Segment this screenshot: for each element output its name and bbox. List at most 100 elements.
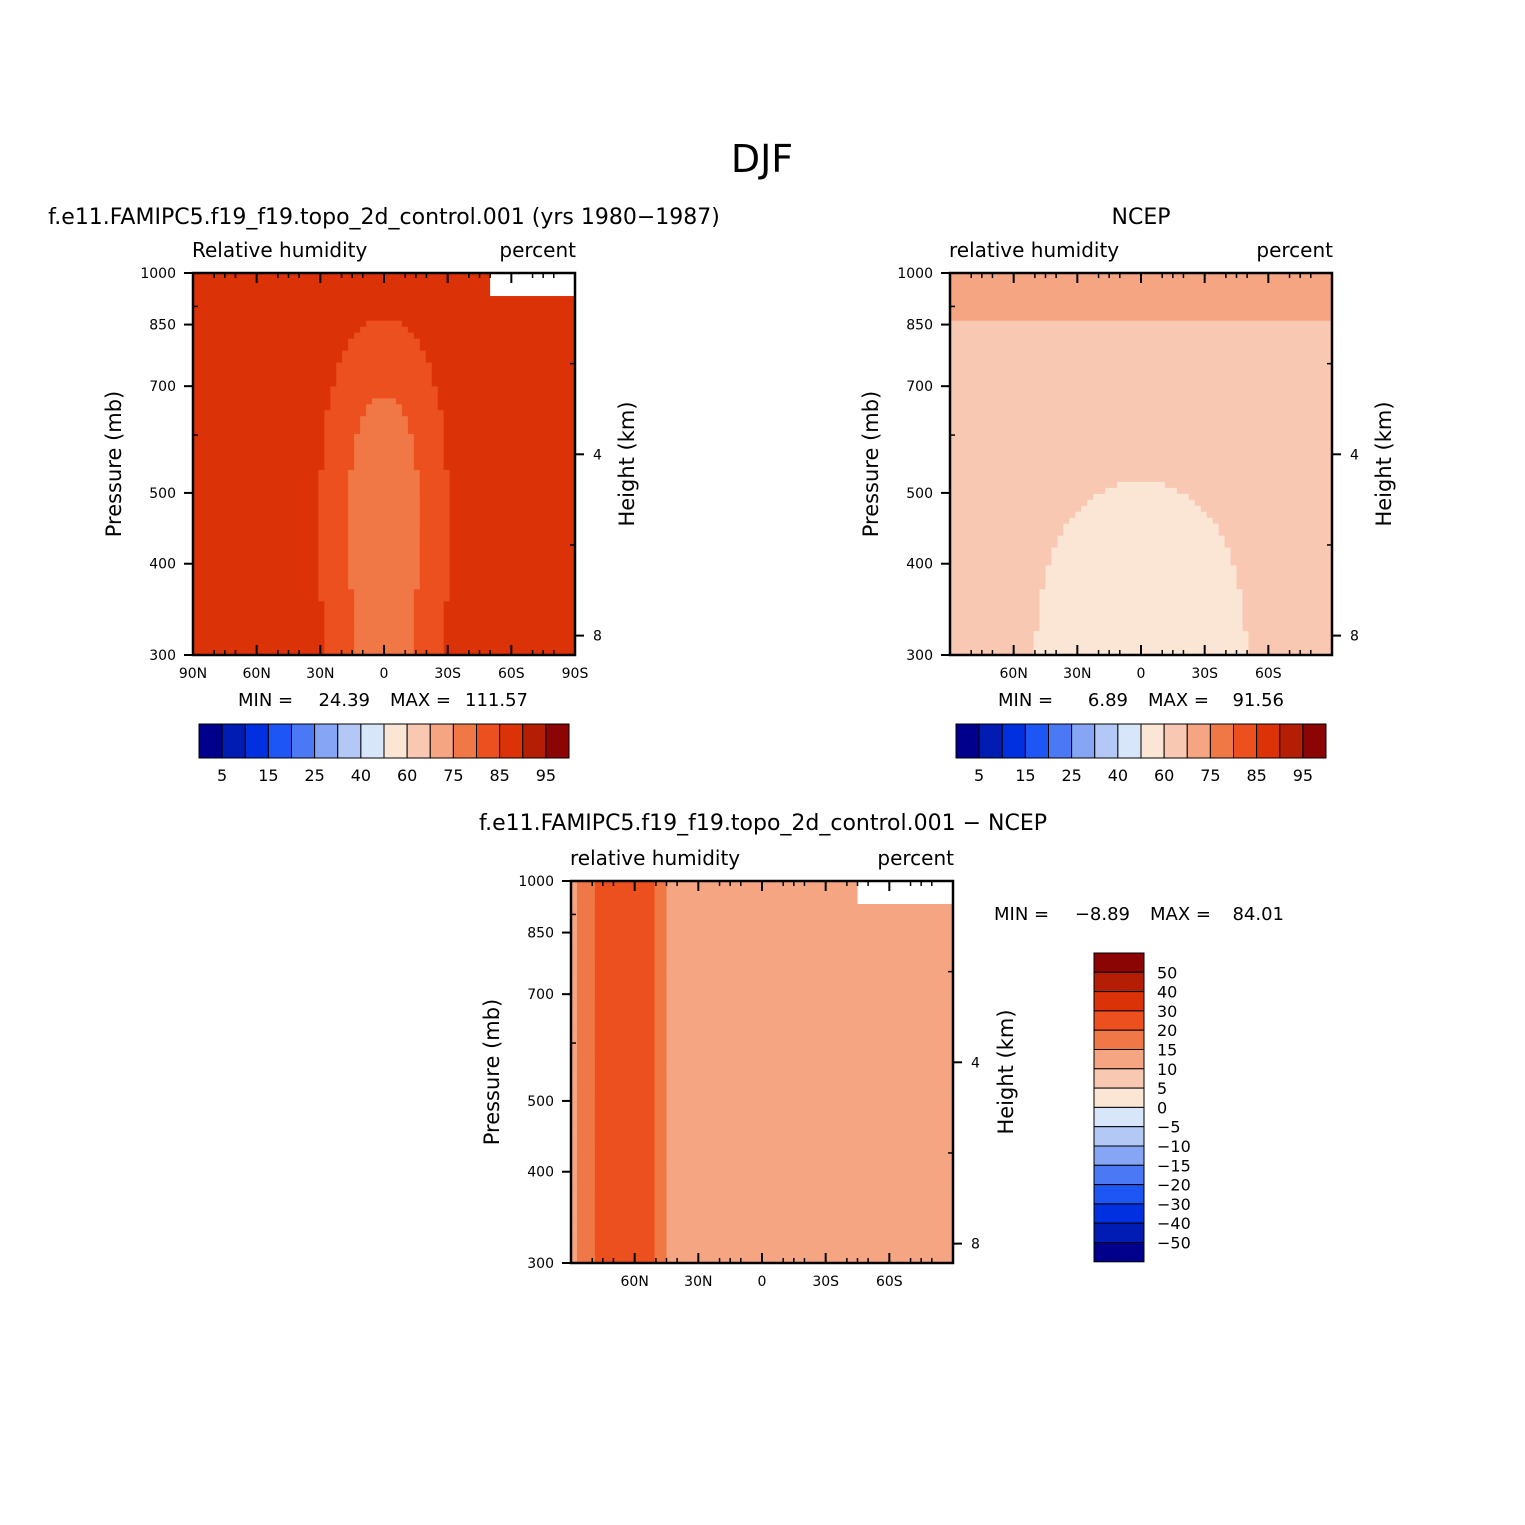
- field-cell: [378, 404, 385, 411]
- field-cell: [384, 583, 391, 590]
- field-cell: [312, 428, 319, 435]
- field-cell: [485, 595, 493, 602]
- field-cell: [527, 619, 534, 626]
- field-cell: [1176, 314, 1184, 322]
- field-cell: [509, 631, 516, 638]
- field-cell: [1081, 290, 1088, 298]
- field-cell: [431, 643, 439, 650]
- field-cell: [569, 475, 575, 483]
- field-cell: [1272, 308, 1279, 316]
- field-cell: [967, 326, 975, 334]
- field-cell: [521, 314, 528, 322]
- field-cell: [204, 553, 212, 561]
- field-cell: [545, 589, 552, 596]
- field-cell: [384, 422, 391, 429]
- field-cell: [264, 595, 272, 602]
- field-cell: [270, 475, 278, 483]
- field-cell: [216, 637, 224, 644]
- field-cell: [234, 392, 242, 399]
- field-cell: [569, 469, 575, 477]
- field-cell: [210, 583, 218, 590]
- field-cell: [509, 362, 516, 370]
- field-cell: [1146, 290, 1154, 298]
- field-cell: [372, 344, 379, 352]
- field-cell: [503, 398, 510, 405]
- field-cell: [479, 565, 487, 573]
- field-cell: [276, 571, 284, 579]
- field-cell: [228, 404, 236, 411]
- field-cell: [366, 577, 373, 584]
- field-cell: [300, 428, 308, 435]
- field-cell: [324, 571, 331, 579]
- field-cell: [425, 398, 433, 405]
- field-cell: [1105, 302, 1112, 310]
- field-cell: [1176, 290, 1184, 298]
- field-cell: [348, 458, 355, 465]
- field-cell: [1326, 273, 1332, 280]
- field-cell: [515, 607, 522, 614]
- field-cell: [336, 273, 343, 280]
- field-cell: [485, 356, 493, 364]
- field-cell: [491, 338, 499, 346]
- field-cell: [384, 452, 391, 459]
- field-cell: [336, 511, 343, 519]
- field-cell: [479, 464, 487, 471]
- field-cell: [473, 380, 481, 388]
- field-cell: [443, 452, 451, 459]
- field-cell: [306, 290, 313, 298]
- field-cell: [443, 464, 451, 471]
- field-cell: [485, 314, 493, 322]
- field-cell: [1111, 320, 1118, 328]
- field-cell: [455, 368, 463, 376]
- field-cell: [294, 434, 302, 441]
- field-cell: [282, 440, 290, 447]
- field-cell: [366, 637, 373, 644]
- field-cell: [557, 607, 564, 614]
- field-cell: [527, 535, 534, 543]
- field-cell: [509, 529, 516, 537]
- field-cell: [246, 481, 254, 489]
- field-cell: [455, 607, 463, 614]
- field-cell: [240, 547, 248, 555]
- field-cell: [539, 505, 546, 513]
- field-cell: [1111, 278, 1118, 286]
- field-cell: [234, 499, 242, 507]
- field-cell: [384, 440, 391, 447]
- field-cell: [312, 475, 319, 483]
- field-cell: [366, 296, 373, 304]
- field-cell: [551, 374, 558, 382]
- field-cell: [551, 475, 558, 483]
- field-cell: [1266, 284, 1273, 292]
- field-cell: [389, 613, 397, 620]
- field-cell: [354, 392, 361, 399]
- field-cell: [366, 416, 373, 423]
- field-cell: [467, 392, 475, 399]
- field-cell: [431, 499, 439, 507]
- field-cell: [198, 446, 206, 453]
- field-cell: [1027, 278, 1035, 286]
- field-cell: [324, 487, 331, 495]
- field-cell: [419, 577, 427, 584]
- field-cell: [557, 649, 564, 655]
- field-cell: [240, 571, 248, 579]
- field-cell: [533, 350, 540, 358]
- field-cell: [312, 344, 319, 352]
- field-cell: [491, 469, 499, 477]
- field-cell: [228, 446, 236, 453]
- field-cell: [210, 296, 218, 304]
- field-cell: [545, 326, 552, 334]
- field-cell: [312, 440, 319, 447]
- field-cell: [336, 320, 343, 328]
- field-cell: [473, 499, 481, 507]
- field-cell: [509, 547, 516, 555]
- field-cell: [515, 386, 522, 393]
- field-cell: [395, 458, 403, 465]
- field-cell: [467, 338, 475, 346]
- field-cell: [378, 541, 385, 549]
- field-cell: [300, 314, 308, 322]
- field-cell: [342, 541, 349, 549]
- field-cell: [378, 320, 385, 328]
- field-cell: [419, 362, 427, 370]
- field-cell: [246, 398, 254, 405]
- field-cell: [389, 559, 397, 567]
